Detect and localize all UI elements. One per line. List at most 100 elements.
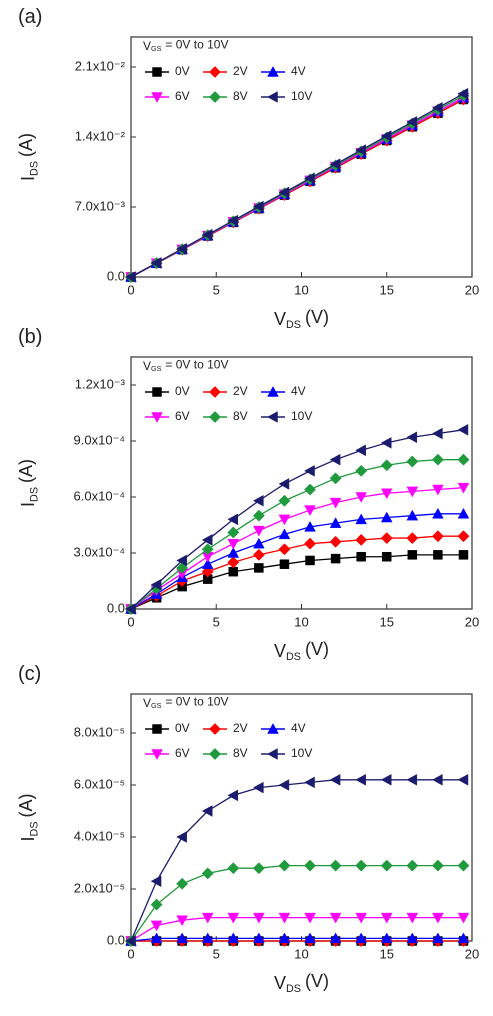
marker [406, 509, 419, 521]
marker [201, 558, 214, 569]
marker [176, 554, 187, 567]
marker [125, 271, 136, 283]
marker [227, 789, 239, 802]
marker [278, 186, 290, 199]
legend-label: 8V [233, 89, 248, 103]
y-tick-label: 0.0 [107, 268, 125, 283]
marker [406, 932, 419, 944]
text-rest: (A) [16, 459, 36, 483]
marker [329, 453, 341, 466]
marker [304, 932, 316, 944]
legend-marker [209, 386, 221, 398]
marker [176, 831, 187, 843]
marker [254, 563, 264, 573]
marker [227, 862, 240, 875]
marker [355, 533, 368, 546]
x-tick-label: 15 [380, 614, 394, 629]
marker [227, 932, 240, 944]
x-tick-label: 0 [127, 614, 134, 629]
marker [380, 130, 392, 142]
marker [329, 535, 342, 548]
marker [380, 459, 393, 472]
x-axis-label: VDS (V) [274, 639, 329, 663]
marker [304, 776, 315, 789]
legend-marker [152, 387, 162, 397]
y-tick-label: 9.0x10⁻⁴ [74, 432, 125, 447]
marker [304, 912, 316, 924]
legend-marker [267, 748, 278, 760]
marker [431, 859, 444, 872]
marker [457, 87, 469, 100]
marker [227, 214, 239, 227]
marker [457, 859, 470, 872]
text-sub: DS [286, 983, 301, 995]
legend-marker [209, 723, 221, 735]
y-tick-label: 0.0 [107, 932, 125, 947]
legend-marker [151, 412, 163, 423]
marker [176, 561, 189, 574]
marker [380, 773, 392, 786]
marker [304, 537, 317, 550]
marker [457, 482, 470, 494]
marker [176, 932, 188, 944]
marker [355, 444, 366, 457]
marker [150, 932, 163, 944]
x-tick-label: 20 [465, 614, 479, 629]
marker [382, 551, 392, 562]
x-tick-label: 20 [465, 282, 479, 297]
marker [304, 859, 317, 872]
marker [380, 532, 393, 545]
legend-title: VGS = 0V to 10V [143, 358, 228, 373]
marker [406, 486, 419, 498]
panel-label: (b) [18, 326, 42, 348]
legend-marker [152, 724, 162, 734]
marker [406, 773, 418, 786]
marker [406, 431, 418, 444]
marker [406, 912, 419, 924]
marker [432, 507, 444, 519]
x-tick-label: 10 [294, 946, 308, 961]
marker [433, 550, 443, 560]
marker [176, 242, 187, 255]
marker [432, 912, 444, 924]
marker [380, 511, 393, 523]
text-main: V [274, 309, 286, 329]
y-tick-label: 6.0x10⁻⁵ [74, 776, 125, 791]
marker [150, 257, 162, 269]
marker [355, 492, 367, 503]
marker [329, 932, 342, 944]
marker [432, 484, 444, 496]
marker [355, 859, 368, 872]
marker [457, 773, 469, 786]
marker [227, 513, 239, 526]
series-line [130, 937, 464, 942]
text-main: V [143, 39, 151, 53]
panel: (b) 0 5 10 15 20 0.0 3.0x10⁻⁴ 6.0x10⁻⁴ 9.0x10⁻⁴ 1.… [16, 326, 479, 663]
marker [201, 534, 213, 546]
marker [201, 867, 214, 880]
marker [304, 505, 316, 516]
legend-marker [267, 386, 279, 397]
marker [253, 537, 265, 549]
text-sub: GS [151, 701, 162, 710]
legend-marker [152, 67, 162, 77]
legend-marker [267, 91, 278, 103]
x-tick-label: 15 [380, 946, 394, 961]
legend-label: 2V [233, 64, 248, 78]
legend-marker [267, 66, 279, 77]
marker [329, 158, 341, 171]
y-axis-label: IDS (A) [16, 459, 40, 507]
text-sub: DS [28, 487, 40, 502]
marker [278, 859, 291, 872]
text-sub: DS [286, 651, 301, 663]
text-rest: (A) [16, 793, 36, 817]
marker [150, 920, 163, 932]
marker [278, 912, 291, 924]
marker [176, 915, 188, 927]
legend-label: 10V [291, 409, 312, 423]
marker [252, 781, 264, 794]
marker [330, 553, 341, 564]
marker [227, 526, 240, 539]
x-tick-label: 15 [380, 282, 394, 297]
x-axis-label: VDS (V) [274, 971, 329, 995]
